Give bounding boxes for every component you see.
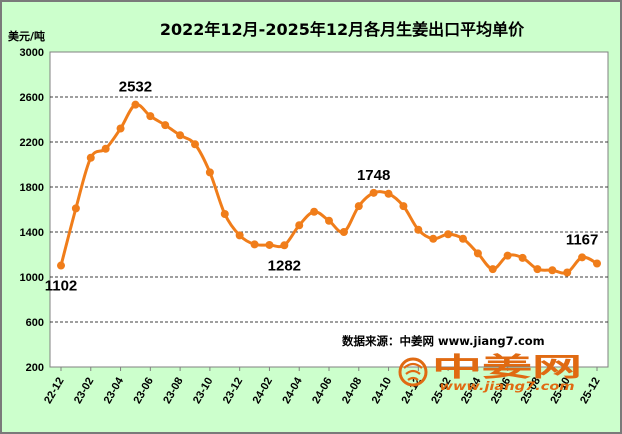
- data-point: [578, 253, 587, 262]
- data-point: [295, 221, 304, 230]
- y-tick-label: 1800: [20, 182, 44, 194]
- data-point: [86, 153, 95, 162]
- data-point: [339, 228, 348, 236]
- data-point: [57, 261, 65, 270]
- data-label: 1102: [45, 278, 78, 295]
- data-label: 1167: [566, 231, 599, 248]
- y-tick-label: 200: [26, 362, 44, 374]
- x-tick-label: 24-04: [280, 375, 305, 406]
- plot-area: [49, 51, 609, 368]
- data-point: [473, 249, 482, 258]
- x-tick-label: 24-10: [370, 376, 394, 406]
- data-point: [503, 251, 512, 260]
- data-point: [280, 241, 289, 250]
- data-point: [518, 253, 527, 262]
- data-point: [250, 240, 259, 249]
- y-tick-label: 3000: [20, 47, 44, 59]
- data-point: [205, 168, 214, 177]
- y-tick-label: 600: [26, 317, 44, 329]
- x-tick-label: 22-12: [42, 376, 66, 406]
- data-point: [161, 121, 170, 130]
- y-tick-label: 1400: [20, 227, 44, 239]
- data-point: [71, 204, 80, 213]
- x-tick-label: 23-02: [72, 376, 96, 406]
- x-tick-label: 23-12: [221, 376, 245, 406]
- y-tick-label: 2600: [20, 92, 44, 104]
- data-point: [220, 210, 229, 218]
- data-point: [310, 207, 319, 216]
- logo-url: www.jiang7.com: [440, 379, 575, 393]
- data-point: [116, 124, 125, 133]
- x-tick-label: 24-02: [251, 376, 275, 406]
- logo-name: 中姜网: [432, 352, 582, 383]
- data-point: [176, 131, 185, 140]
- data-point: [593, 259, 601, 268]
- data-point: [563, 268, 572, 277]
- x-tick-label: 23-10: [191, 376, 215, 406]
- data-point: [384, 189, 393, 198]
- data-point: [101, 144, 110, 153]
- x-tick-label: 23-06: [131, 376, 155, 406]
- data-point: [369, 188, 378, 197]
- data-point: [265, 240, 274, 249]
- data-point: [131, 100, 140, 109]
- data-label: 1282: [268, 257, 301, 274]
- data-point: [191, 140, 199, 149]
- x-tick-label: 24-08: [340, 376, 364, 406]
- data-point: [146, 112, 155, 121]
- x-tick-label: 24-06: [310, 376, 334, 406]
- x-tick-label: 23-04: [102, 375, 127, 406]
- data-point: [429, 234, 438, 243]
- data-point: [414, 225, 423, 234]
- data-label: 1748: [357, 167, 390, 184]
- y-axis-label: 美元/吨: [8, 29, 45, 43]
- data-point: [235, 231, 244, 240]
- y-tick-label: 2200: [20, 137, 44, 149]
- y-tick-label: 1000: [20, 272, 44, 284]
- x-tick-label: 23-08: [161, 376, 185, 406]
- site-logo: 中姜网 www.jiang7.com: [398, 352, 582, 393]
- ginger-logo-icon: [398, 357, 428, 387]
- data-point: [548, 266, 557, 275]
- data-point: [444, 230, 453, 239]
- data-label: 2532: [119, 79, 152, 96]
- data-point: [488, 265, 497, 274]
- data-point: [354, 202, 363, 211]
- chart-title: 2022年12月-2025年12月各月生姜出口平均单价: [160, 20, 525, 39]
- data-point: [325, 216, 333, 225]
- source-note: 数据来源：中姜网 www.jiang7.com: [342, 334, 545, 348]
- data-point: [399, 202, 408, 211]
- data-point: [533, 265, 542, 274]
- data-point: [459, 234, 467, 243]
